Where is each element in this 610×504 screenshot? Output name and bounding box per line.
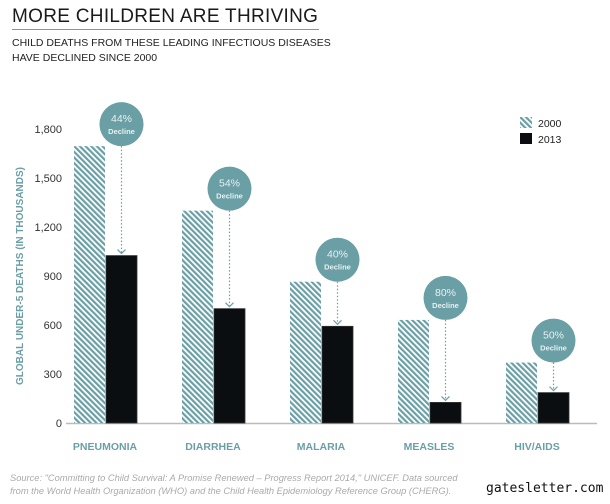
bar-2000-diarrhea bbox=[182, 210, 213, 423]
subtitle: CHILD DEATHS FROM THESE LEADING INFECTIO… bbox=[12, 36, 331, 66]
bar-2000-hiv-aids bbox=[506, 362, 537, 423]
bar-2013-malaria bbox=[321, 325, 354, 424]
y-tick-label: 0 bbox=[56, 418, 62, 430]
decline-label: Decline bbox=[216, 192, 243, 201]
x-tick-label: HIV/AIDS bbox=[514, 441, 560, 453]
bar-2000-malaria bbox=[290, 281, 321, 423]
bar-2013-measles bbox=[429, 402, 462, 424]
y-tick-label: 900 bbox=[44, 271, 62, 283]
legend-swatch-2013 bbox=[520, 133, 532, 144]
decline-badge bbox=[207, 166, 252, 211]
x-tick-label: DIARRHEA bbox=[185, 441, 241, 453]
arrow-head-icon bbox=[549, 386, 558, 392]
decline-badge bbox=[423, 275, 468, 320]
legend-label-2000: 2000 bbox=[538, 118, 562, 130]
arrow-head-icon bbox=[117, 249, 126, 255]
subtitle-line-1: CHILD DEATHS FROM THESE LEADING INFECTIO… bbox=[12, 37, 331, 49]
decline-badge bbox=[531, 318, 576, 363]
y-tick-label: 1,200 bbox=[34, 222, 62, 234]
y-axis-label: GLOBAL UNDER-5 DEATHS (IN THOUSANDS) bbox=[15, 167, 26, 385]
title-underline bbox=[12, 29, 319, 30]
arrow-head-icon bbox=[333, 319, 342, 326]
decline-percent: 80% bbox=[435, 287, 456, 299]
decline-label: Decline bbox=[432, 301, 459, 310]
legend-label-2013: 2013 bbox=[538, 134, 562, 146]
bar-2013-pneumonia bbox=[105, 255, 138, 424]
y-tick-label: 600 bbox=[44, 320, 62, 332]
decline-label: Decline bbox=[324, 263, 351, 272]
decline-badge bbox=[99, 102, 144, 147]
bar-2013-diarrhea bbox=[213, 308, 246, 424]
y-tick-label: 1,800 bbox=[34, 124, 62, 136]
bar-2000-pneumonia bbox=[74, 146, 105, 423]
brand-link[interactable]: gatesletter.com bbox=[486, 481, 604, 496]
bar-2000-measles bbox=[398, 319, 429, 423]
y-tick-label: 300 bbox=[44, 369, 62, 381]
arrow-head-icon bbox=[441, 395, 450, 402]
source-note: Source: "Committing to Child Survival: A… bbox=[10, 472, 478, 497]
y-tick-label: 1,500 bbox=[34, 173, 62, 185]
decline-label: Decline bbox=[540, 344, 567, 353]
x-tick-label: MALARIA bbox=[297, 441, 346, 453]
arrow-head-icon bbox=[225, 302, 234, 308]
decline-label: Decline bbox=[108, 127, 135, 136]
page-title: MORE CHILDREN ARE THRIVING bbox=[12, 6, 319, 27]
subtitle-line-2: HAVE DECLINED SINCE 2000 bbox=[12, 52, 158, 64]
x-tick-label: PNEUMONIA bbox=[73, 441, 138, 453]
source-line-2: from the World Health Organization (WHO)… bbox=[10, 485, 452, 496]
decline-badge bbox=[315, 237, 360, 282]
decline-percent: 40% bbox=[327, 249, 348, 261]
bar-2013-hiv-aids bbox=[537, 392, 570, 424]
legend-swatch-2000 bbox=[520, 117, 532, 128]
decline-percent: 44% bbox=[111, 113, 132, 125]
source-line-1: Source: "Committing to Child Survival: A… bbox=[10, 473, 458, 483]
decline-percent: 50% bbox=[543, 330, 564, 342]
x-tick-label: MEASLES bbox=[404, 441, 455, 453]
decline-percent: 54% bbox=[219, 178, 240, 190]
